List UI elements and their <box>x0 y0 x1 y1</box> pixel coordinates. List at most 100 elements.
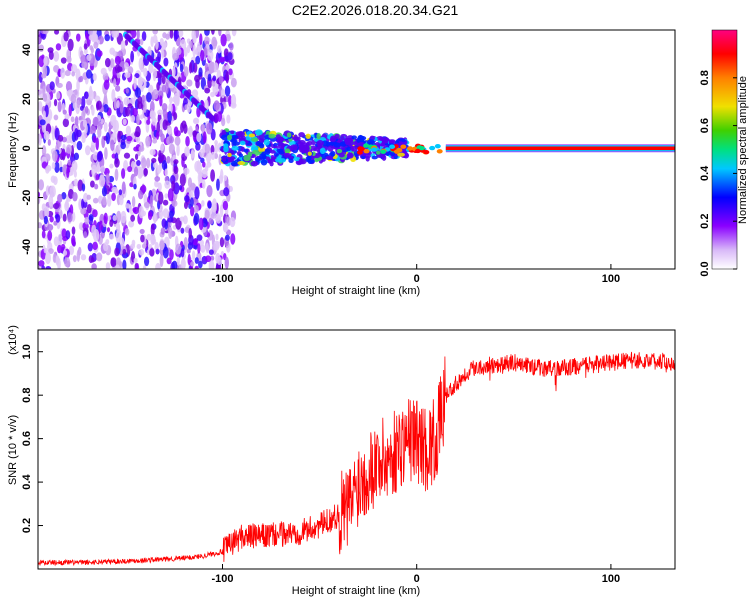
spectrogram-noise-cell <box>127 103 133 109</box>
spectrogram-band-cell <box>227 152 232 158</box>
spectrogram-noise-cell <box>91 263 97 269</box>
spectrogram-noise-cell <box>136 113 140 126</box>
spectrogram-noise-cell <box>137 190 144 200</box>
spectrogram-noise-cell <box>91 106 95 116</box>
spectrogram-band-cell <box>338 152 345 158</box>
spectrogram-band-cell <box>275 157 282 163</box>
spectrogram-noise-cell <box>192 130 198 138</box>
spectrogram-noise-cell <box>176 143 180 157</box>
spectrogram-noise-cell <box>82 119 87 128</box>
spectrogram-noise-cell <box>171 260 178 269</box>
spectrogram-noise-cell <box>180 247 185 258</box>
spectrogram-noise-cell <box>193 204 199 214</box>
spectrogram-noise-cell <box>49 81 55 91</box>
spectrogram-band-cell <box>298 158 303 163</box>
spectrogram-band-cell <box>346 146 352 152</box>
spectrogram-noise-cell <box>224 256 229 269</box>
spectrogram-band-cell <box>376 154 383 158</box>
spectrogram-noise-cell <box>155 131 160 140</box>
spectrogram-noise-cell <box>116 66 123 73</box>
spectrogram-noise-cell <box>142 265 147 269</box>
spectrogram-band-cell <box>288 158 294 164</box>
spectrogram-noise-cell <box>208 249 214 255</box>
spectrogram-noise-cell <box>121 168 126 179</box>
spectrogram-noise-cell <box>164 82 169 95</box>
spectrogram-noise-cell <box>75 33 81 42</box>
spectrogram-noise-cell <box>110 139 115 152</box>
spectrogram-noise-cell <box>113 120 119 132</box>
spectrogram-noise-cell <box>224 234 230 241</box>
spectrogram-band-cell <box>273 152 279 157</box>
spectrogram-ytick-label: 20 <box>21 93 33 105</box>
spectrogram-noise-cell <box>173 165 179 175</box>
spectrogram-noise-cell <box>134 73 140 79</box>
spectrogram-noise-cell <box>141 157 147 170</box>
spectrogram-noise-cell <box>204 143 211 154</box>
spectrogram-noise-cell <box>74 89 78 96</box>
spectrogram-band-cell <box>250 160 259 167</box>
spectrogram-noise-cell <box>136 243 142 250</box>
spectrogram-noise-cell <box>123 97 130 106</box>
spectrogram-noise-cell <box>216 111 223 122</box>
spectrogram-noise-cell <box>55 43 62 51</box>
spectrogram-noise-cell <box>70 64 78 74</box>
spectrogram-noise-cell <box>201 200 205 207</box>
spectrogram-noise-cell <box>178 185 183 191</box>
spectrogram-noise-cell <box>56 82 63 88</box>
spectrogram-noise-cell <box>204 255 212 263</box>
spectrogram-noise-cell <box>132 107 138 117</box>
spectrogram-noise-cell <box>228 68 233 76</box>
spectrogram-noise-cell <box>48 195 54 207</box>
spectrogram-noise-cell <box>116 100 120 109</box>
spectrogram-band-cell <box>223 146 229 153</box>
spectrogram-band-cell <box>245 135 251 141</box>
spectrogram-noise-cell <box>38 36 42 44</box>
spectrogram-noise-cell <box>173 159 179 165</box>
spectrogram-noise-cell <box>106 227 111 233</box>
spectrogram-band-cell <box>265 156 271 161</box>
spectrogram-noise-cell <box>47 230 53 241</box>
spectrogram-noise-cell <box>103 121 108 133</box>
spectrogram-ytick-label: -20 <box>21 190 33 206</box>
spectrogram-noise-cell <box>88 34 94 41</box>
spectrogram-noise-cell <box>73 170 77 178</box>
spectrogram-noise-cell <box>138 57 144 71</box>
spectrogram-noise-cell <box>155 262 161 269</box>
spectrogram-noise-cell <box>83 43 88 50</box>
spectrogram-noise-cell <box>179 173 186 187</box>
spectrogram-noise-cell <box>222 222 229 233</box>
spectrogram-band-cell <box>221 129 227 136</box>
spectrogram-band-cell <box>327 145 334 152</box>
spectrogram-noise-cell <box>96 252 103 262</box>
spectrogram-noise-cell <box>90 140 96 153</box>
spectrogram-noise-cell <box>54 30 60 35</box>
spectrogram-noise-cell <box>74 115 79 128</box>
spectrogram-band-cell <box>254 157 261 163</box>
spectrogram-noise-cell <box>144 256 150 267</box>
spectrogram-noise-cell <box>162 32 167 39</box>
spectrogram-band-cell <box>376 150 381 155</box>
spectrogram-noise-cell <box>114 157 120 168</box>
spectrogram-noise-cell <box>199 148 205 158</box>
spectrogram-noise-cell <box>175 243 182 255</box>
spectrogram-noise-cell <box>175 217 182 230</box>
snr-scale-label: (x10⁴) <box>7 325 19 355</box>
spectrogram-noise-cell <box>218 75 224 85</box>
spectrogram-noise-cell <box>160 227 166 235</box>
spectrogram-noise-cell <box>116 222 121 233</box>
spectrogram-xtick-label: -100 <box>211 273 233 285</box>
spectrogram-noise-cell <box>110 257 117 268</box>
spectrogram-noise-cell <box>206 185 213 198</box>
spectrogram-noise-cell <box>197 243 201 254</box>
spectrogram-noise-cell <box>160 48 165 59</box>
spectrogram-noise-cell <box>131 196 136 208</box>
spectrogram-noise-cell <box>130 50 135 63</box>
spectrogram-xtick-label: 100 <box>602 273 620 285</box>
spectrogram-noise-cell <box>138 249 145 256</box>
spectrogram-noise-cell <box>81 61 88 69</box>
spectrogram-noise-cell <box>130 30 137 39</box>
spectrogram-noise-cell <box>50 125 55 135</box>
colorbar-tick-label: 0.6 <box>699 118 711 133</box>
colorbar-tick-label: 0.4 <box>699 165 711 181</box>
snr-panel: -100 0 100 0.2 0.4 0.6 0.8 1.0 Height of straig… <box>7 325 676 597</box>
